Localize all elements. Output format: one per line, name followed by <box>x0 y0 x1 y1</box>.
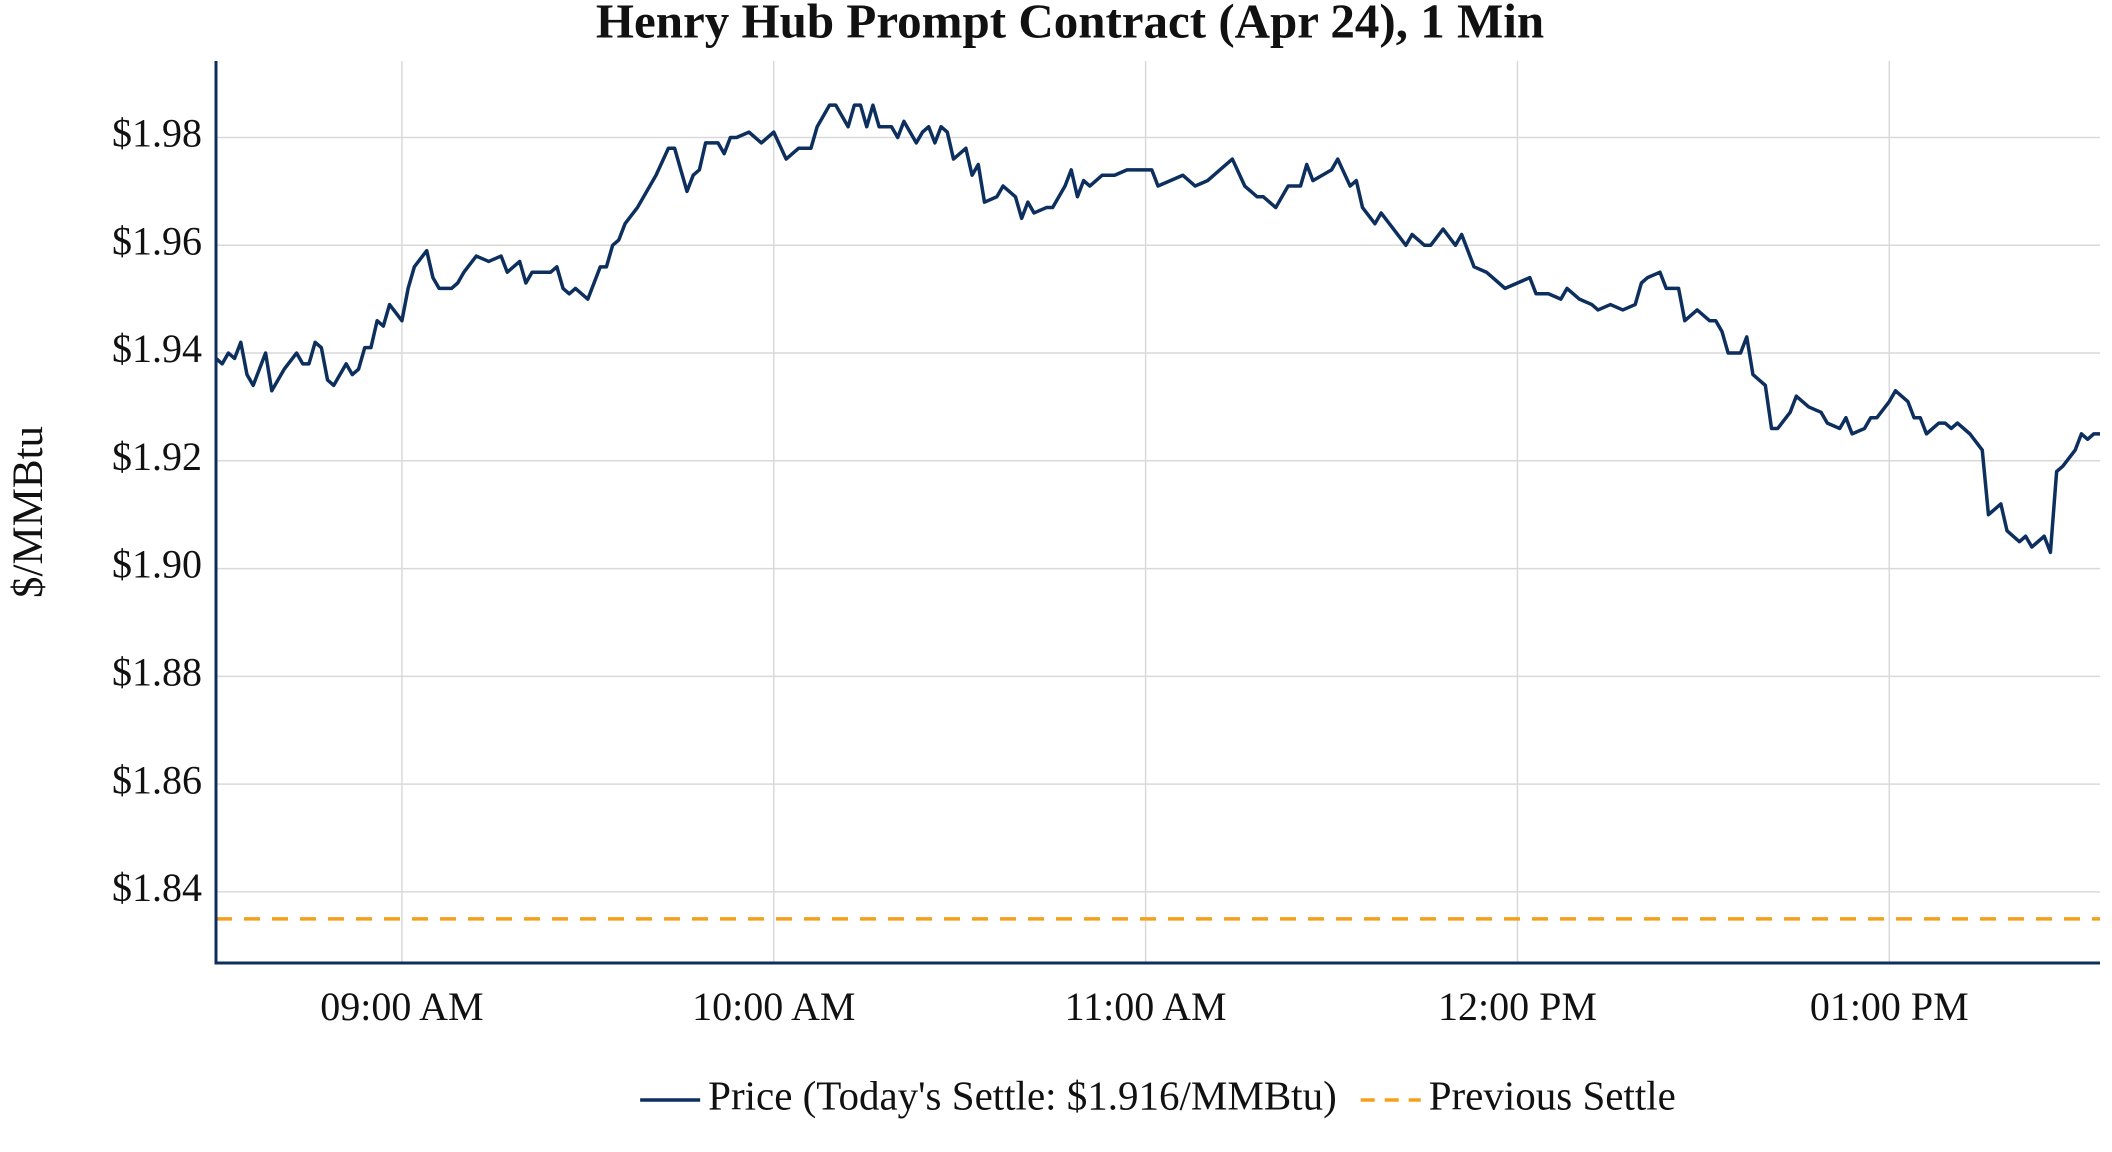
y-tick-label: $1.88 <box>112 650 202 695</box>
x-tick-label: 09:00 AM <box>320 984 483 1029</box>
x-tick-label: 12:00 PM <box>1438 984 1597 1029</box>
y-tick-label: $1.90 <box>112 542 202 587</box>
legend-label: Price (Today's Settle: $1.916/MMBtu) <box>708 1072 1337 1118</box>
legend-label: Previous Settle <box>1429 1072 1676 1118</box>
x-tick-label: 01:00 PM <box>1810 984 1969 1029</box>
y-tick-label: $1.98 <box>112 111 202 156</box>
y-tick-label: $1.96 <box>112 218 202 263</box>
y-axis-label: $/MMBtu <box>5 426 52 598</box>
y-tick-label: $1.86 <box>112 757 202 802</box>
y-tick-label: $1.92 <box>112 434 202 479</box>
y-tick-label: $1.84 <box>112 865 202 910</box>
y-tick-label: $1.94 <box>112 326 202 371</box>
chart-title: Henry Hub Prompt Contract (Apr 24), 1 Mi… <box>596 0 1544 48</box>
x-tick-label: 11:00 AM <box>1065 984 1227 1029</box>
x-tick-label: 10:00 AM <box>692 984 855 1029</box>
price-line <box>214 103 2100 555</box>
legend: Price (Today's Settle: $1.916/MMBtu) Prev… <box>640 1072 1676 1118</box>
